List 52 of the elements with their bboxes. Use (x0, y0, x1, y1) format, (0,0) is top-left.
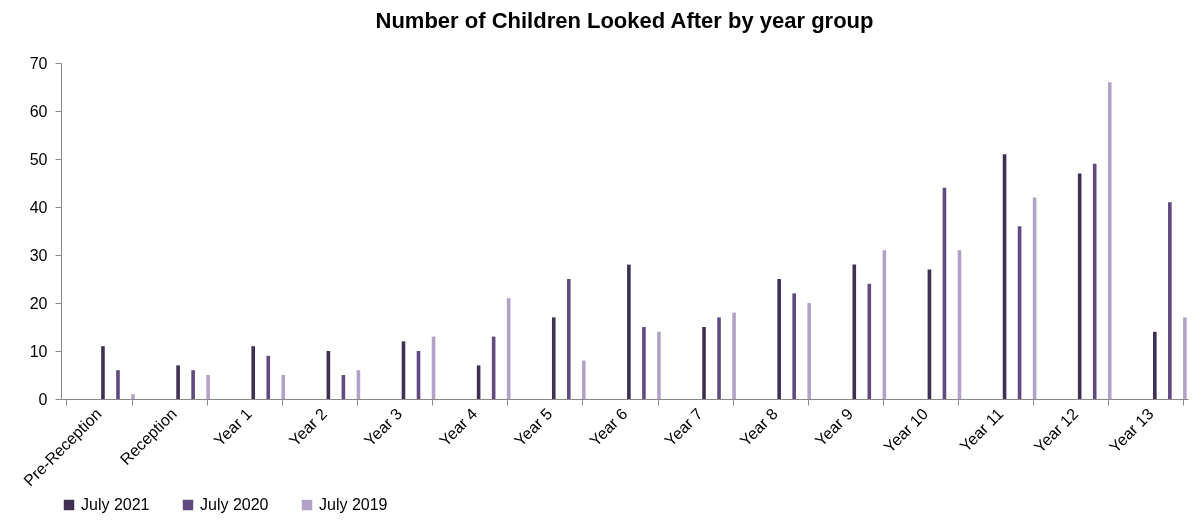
bar (657, 331, 661, 399)
bar (1153, 331, 1157, 399)
bar (281, 375, 286, 399)
x-tick-label: Year 2 (285, 405, 331, 450)
bar (206, 375, 210, 399)
bar (176, 365, 180, 399)
x-tick-label: Year 10 (880, 405, 932, 456)
y-tick-label: 10 (29, 342, 48, 360)
legend-label: July 2021 (81, 496, 150, 513)
y-tick-label: 0 (38, 390, 48, 408)
bar (551, 317, 556, 399)
y-tick-label: 40 (29, 198, 48, 216)
x-tick-label: Year 8 (736, 405, 781, 450)
bar (702, 327, 706, 399)
bar (1183, 317, 1187, 399)
bar (1107, 82, 1112, 399)
x-tick-label: Year 4 (436, 405, 481, 450)
bar (191, 370, 195, 399)
bar (642, 327, 646, 399)
bar (101, 346, 105, 399)
bar (1092, 163, 1097, 399)
x-tick-label: Year 12 (1030, 405, 1082, 456)
bar (566, 279, 571, 399)
bar (251, 346, 256, 399)
chart-title: Number of Children Looked After by year group (375, 8, 874, 33)
legend-label: July 2020 (200, 496, 269, 513)
bar (717, 317, 721, 399)
bar (627, 264, 631, 399)
y-tick-label: 60 (29, 102, 48, 120)
bar (266, 355, 271, 399)
legend-label: July 2019 (319, 496, 388, 513)
bar (116, 370, 120, 399)
bar (1168, 202, 1172, 399)
x-tick-label: Year 1 (210, 405, 256, 450)
x-tick-label: Year 5 (511, 405, 556, 450)
y-tick-label: 30 (29, 246, 48, 264)
x-tick-label: Year 11 (956, 405, 1007, 455)
x-tick-label: Year 9 (811, 405, 857, 450)
y-tick-label: 20 (29, 294, 48, 312)
bar (807, 303, 812, 399)
x-tick-label: Year 7 (661, 405, 706, 450)
y-tick-label: 50 (29, 150, 48, 168)
x-tick-label: Year 3 (360, 405, 406, 450)
y-tick-label: 70 (29, 54, 48, 72)
x-tick-label: Year 13 (1105, 405, 1157, 456)
x-tick-label: Year 6 (586, 405, 631, 450)
bar (582, 360, 586, 399)
bar (777, 279, 781, 399)
bar (131, 394, 135, 399)
bar (732, 312, 736, 399)
bar (792, 293, 796, 399)
bar (852, 264, 857, 399)
